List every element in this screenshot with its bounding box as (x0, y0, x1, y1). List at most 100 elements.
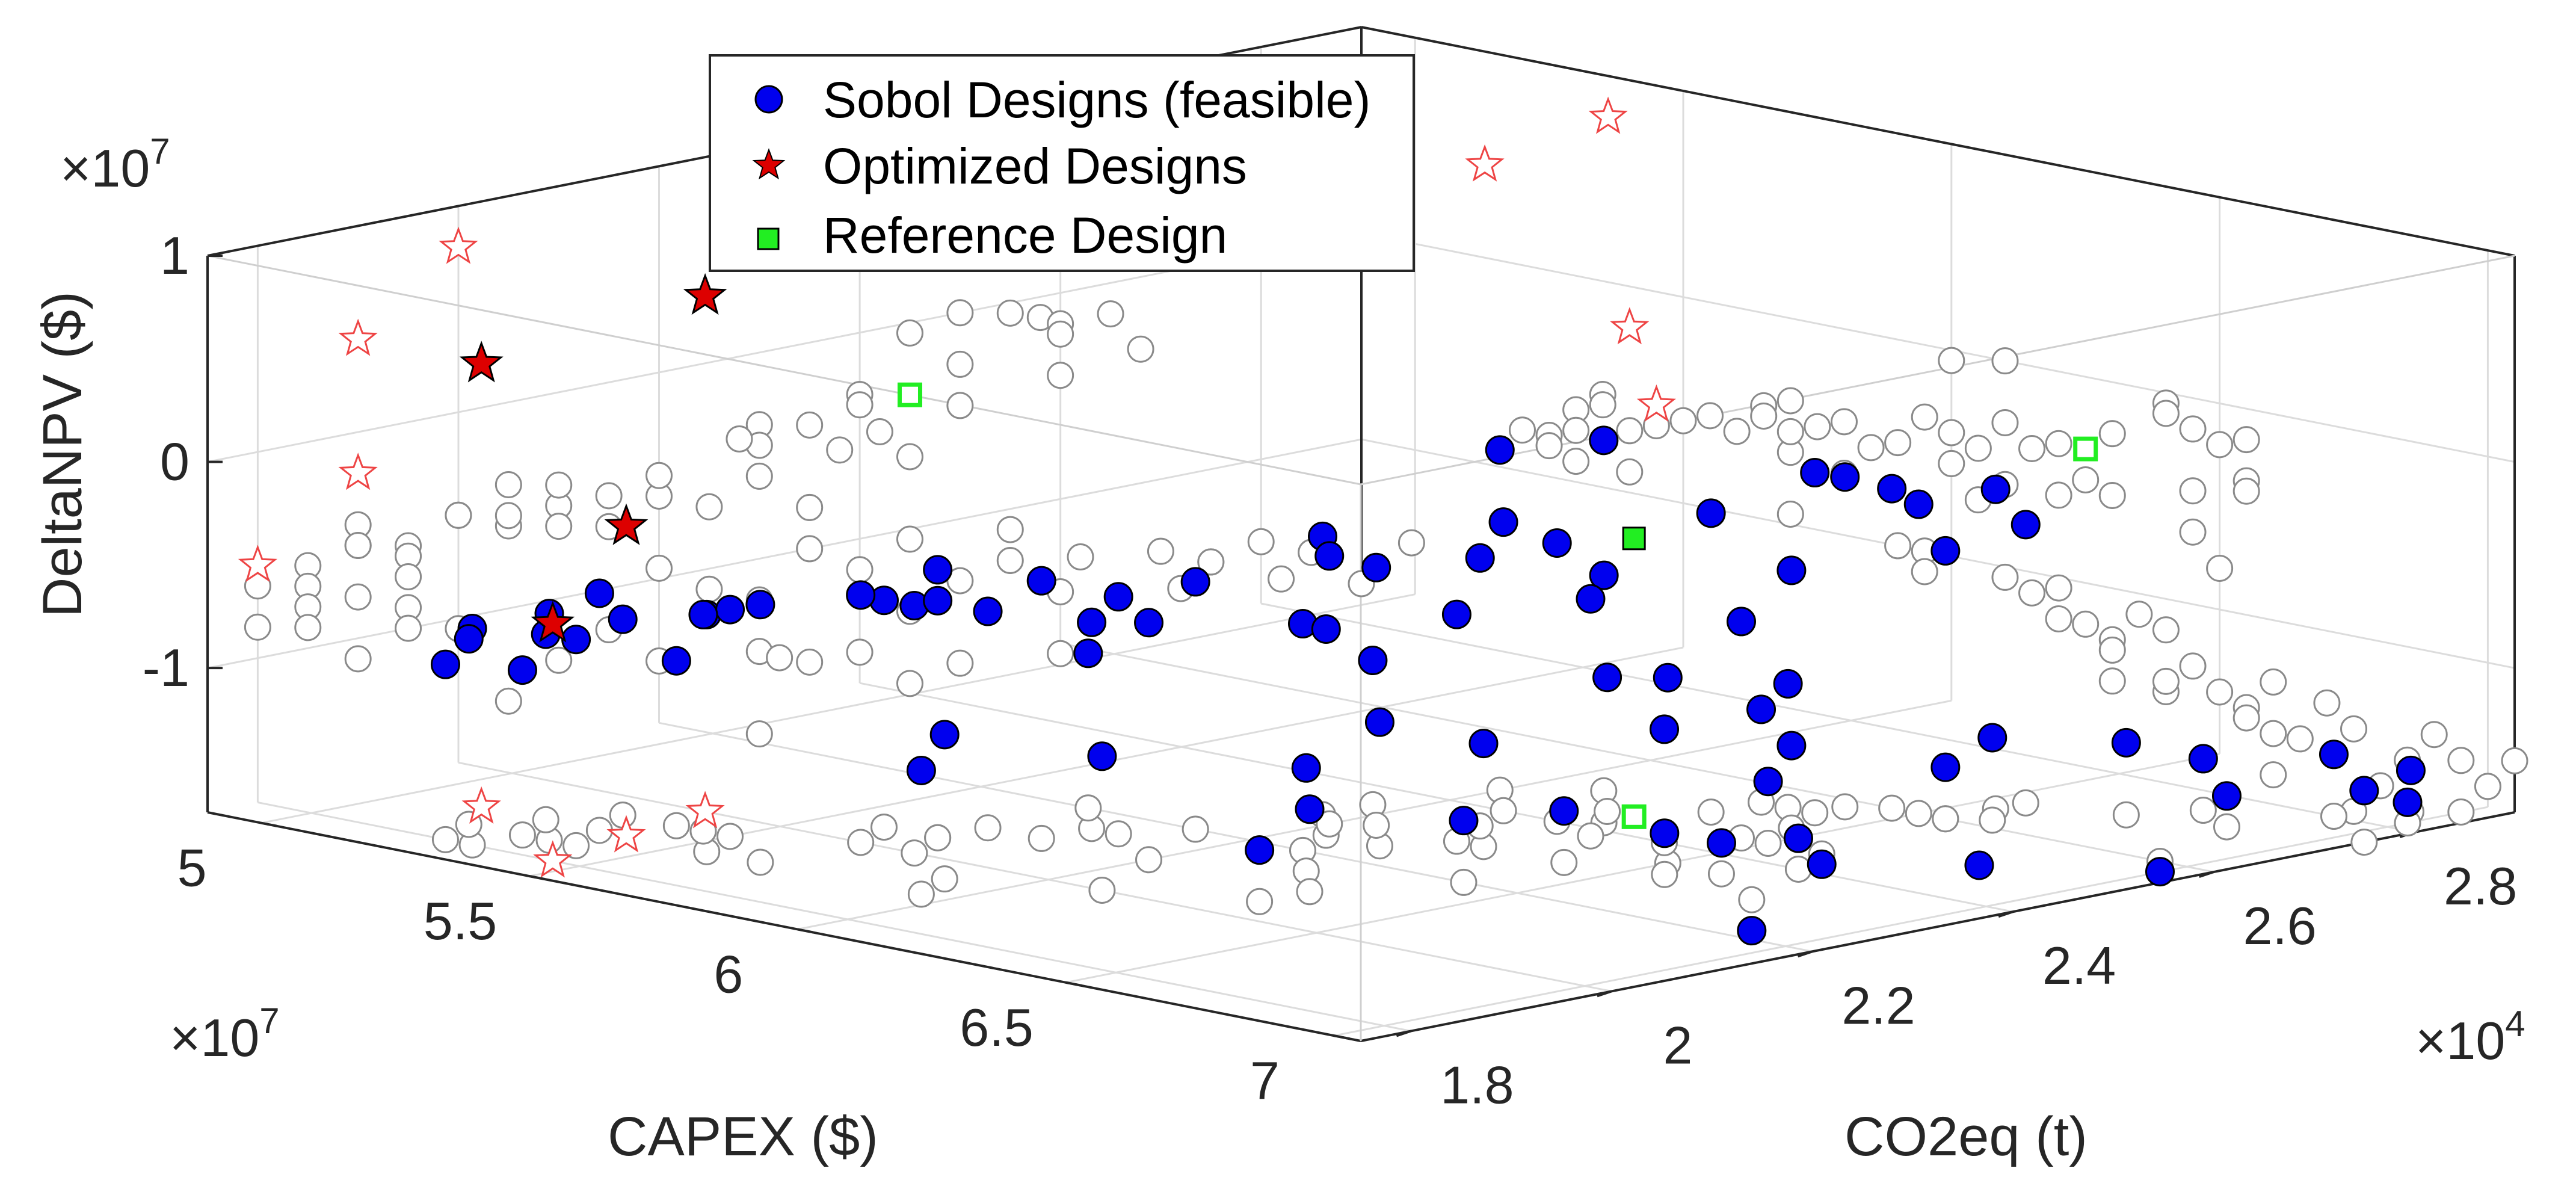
sobol-point (1653, 662, 1683, 693)
proj-floor-circle (1246, 888, 1274, 915)
sobol-point (1180, 567, 1210, 597)
sobol-point (1589, 425, 1619, 456)
proj-floor-circle (1651, 860, 1678, 888)
proj-left-circle (745, 720, 773, 748)
sobol-point (1488, 507, 1518, 537)
sobol-point (745, 590, 775, 620)
proj-right-circle (2098, 420, 2126, 448)
box-edge (207, 255, 1361, 486)
proj-right-circle (2098, 636, 2126, 664)
x-tick-label: 7 (1250, 1051, 1280, 1110)
reference-point (1622, 527, 1646, 551)
proj-left-circle (946, 649, 974, 677)
sobol-point (715, 595, 745, 625)
sobol-point (1358, 646, 1388, 676)
proj-floor-circle (1088, 876, 1116, 904)
sobol-point (1087, 741, 1117, 771)
proj-left-circle (896, 443, 923, 471)
proj-right-circle (1776, 500, 1804, 528)
x-tick-mark (797, 928, 814, 934)
optimized-point (531, 601, 575, 643)
proj-left-circle (796, 648, 824, 676)
proj-right-circle (2286, 725, 2314, 753)
proj-left-circle (846, 556, 874, 584)
sobol-point (1877, 474, 1907, 504)
sobol-point (1073, 638, 1103, 669)
z-tick-label: -1 (143, 638, 190, 697)
legend-sobol-marker (754, 85, 783, 114)
x-tick-mark (529, 875, 546, 881)
sobol-point (2396, 755, 2426, 785)
sobol-point (688, 599, 718, 629)
proj-left-circle (946, 392, 974, 419)
proj-right-circle (1508, 416, 1536, 444)
legend-reference-label: Reference Design (823, 207, 1227, 264)
sobol-point (1706, 828, 1736, 858)
proj-floor-circle (1450, 868, 1478, 896)
sobol-point (1903, 489, 1934, 519)
proj-left-circle (946, 350, 974, 378)
proj-right-star (1588, 96, 1628, 134)
proj-left-circle (1268, 565, 1295, 593)
proj-left-circle (1047, 640, 1074, 667)
proj-right-circle (1884, 532, 1912, 560)
proj-right-circle (1830, 408, 1858, 436)
proj-right-circle (2260, 668, 2287, 696)
sobol-point (1077, 607, 1107, 637)
proj-left-circle (766, 644, 793, 672)
grid-x-floor (260, 593, 1416, 824)
proj-left-circle (495, 502, 522, 530)
proj-right-circle (2045, 605, 2072, 632)
proj-floor-circle (1932, 805, 1959, 833)
proj-right-circle (2206, 431, 2234, 459)
proj-floor-circle (1074, 794, 1102, 822)
proj-right-circle (1776, 387, 1804, 415)
proj-left-circle (946, 299, 974, 327)
sobol-point (2111, 727, 2141, 758)
proj-floor-circle (2213, 813, 2240, 841)
proj-floor-circle (1316, 810, 1343, 838)
y-tick-mark (1597, 990, 1612, 998)
proj-right-circle (2045, 574, 2072, 602)
proj-left-circle (344, 645, 372, 673)
proj-right-circle (1964, 434, 1992, 462)
y-axis-label: CO2eq (t) (1844, 1106, 2088, 1167)
optimized-point (604, 503, 649, 545)
proj-right-circle (2098, 481, 2126, 509)
proj-left-circle (826, 436, 854, 464)
proj-right-circle (1589, 391, 1616, 419)
proj-left-circle (646, 554, 673, 582)
y-tick-label: 1.8 (1440, 1055, 1514, 1114)
proj-floor-circle (1784, 856, 1812, 883)
x-tick-mark (1065, 981, 1082, 987)
proj-right-circle (1562, 448, 1590, 475)
x-tick-label: 5 (177, 838, 207, 898)
y-tick-label: 2.4 (2042, 936, 2116, 995)
proj-left-circle (1247, 528, 1275, 555)
proj-right-circle (1938, 347, 1965, 374)
proj-left-circle (1047, 362, 1074, 389)
sobol-point (2349, 776, 2379, 806)
proj-right-circle (2098, 667, 2126, 695)
proj-floor-square (1621, 804, 1647, 829)
proj-floor-circle (532, 806, 559, 833)
proj-floor-circle (2189, 797, 2217, 824)
sobol-point (1361, 552, 1391, 582)
sobol-point (1930, 536, 1961, 566)
sobol-point (608, 604, 638, 634)
y-tick-label: 2.6 (2243, 896, 2316, 956)
proj-right-circle (1776, 418, 1804, 445)
proj-floor-circle (1754, 829, 1782, 857)
sobol-point (923, 585, 953, 616)
proj-right-circle (2232, 477, 2260, 505)
proj-right-circle (1750, 402, 1778, 430)
proj-right-circle (1669, 407, 1697, 434)
proj-left-circle (896, 525, 923, 553)
proj-left-circle (445, 501, 472, 529)
proj-right-circle (2125, 601, 2153, 628)
tick-labels: 5 5.5 6 6.5 7 1.8 2 2.2 2.4 2.6 2.8 -1 0 1 (143, 226, 2518, 1114)
sobol-point (1311, 614, 1341, 644)
proj-floor-circle (1831, 793, 1859, 821)
proj-left-circle (395, 563, 422, 590)
proj-left-circle (846, 638, 874, 666)
